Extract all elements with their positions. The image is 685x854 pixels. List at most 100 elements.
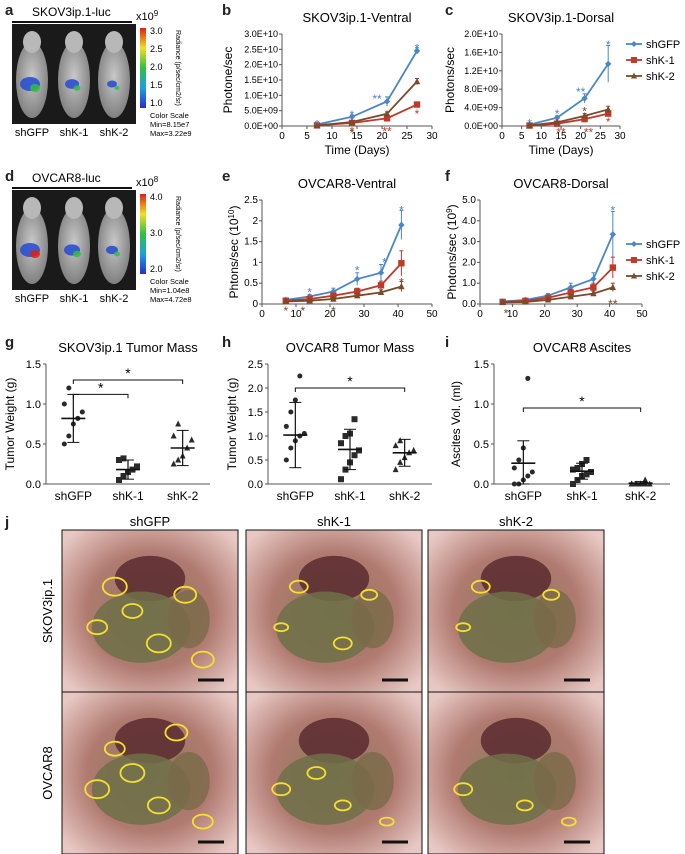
data-point <box>297 433 303 439</box>
tumor-outline <box>470 579 491 594</box>
colorbar-tick: 2.0 <box>150 62 163 72</box>
y-tick-label: 0.5 <box>26 439 41 451</box>
chart-e: OVCAR8-Ventral 0 0.5 1 1.5 2 2.5 0 10 20 30 40 50 Pht… <box>227 176 438 320</box>
radiance-label: Radiance (p/sec/cm2/sr) <box>174 30 181 106</box>
mouse-1 <box>16 197 48 284</box>
significance-asterisk: * <box>98 379 104 395</box>
tumor-outline <box>173 585 198 604</box>
luciferase-signal <box>107 80 117 88</box>
data-point <box>567 289 574 296</box>
y-axis-label: Photons/sec <box>443 47 457 113</box>
data-point <box>283 457 289 463</box>
y-axis-label: Phtons/sec (1010) <box>227 206 242 299</box>
tumor-outline <box>360 588 379 601</box>
data-point <box>631 57 637 63</box>
y-tick-label: 2 <box>252 216 258 227</box>
x-tick-label: 30 <box>572 309 584 320</box>
significance-asterisk: ** <box>382 125 392 139</box>
colorbar-tick: 2.5 <box>150 44 163 54</box>
y-tick-label: 3.0E+10 <box>244 29 278 39</box>
x-tick-label: 0 <box>477 309 483 320</box>
tumor-outline <box>145 633 172 654</box>
data-point <box>330 295 337 302</box>
series-shGFP <box>313 47 421 128</box>
significance-asterisk: ** <box>372 92 382 106</box>
column-label: shK-1 <box>317 514 351 529</box>
colorbar-tick: 3.0 <box>150 26 163 36</box>
data-point <box>351 452 358 459</box>
data-point <box>522 298 529 305</box>
data-point <box>338 476 344 483</box>
y-tick-label: 0.0 <box>26 479 41 491</box>
scale-exponent: x109 <box>136 9 159 24</box>
significance-asterisk: * <box>415 107 420 121</box>
data-point <box>553 118 561 126</box>
y-tick-label: 1.5E+10 <box>244 75 278 85</box>
series-line <box>285 262 403 302</box>
tumor-outline <box>84 779 111 800</box>
tumor-outline <box>306 766 327 780</box>
data-point <box>590 289 597 297</box>
y-tick-label: 1.0 <box>26 399 41 411</box>
x-tick-label: shK-1 <box>566 489 598 503</box>
y-tick-label: 2.5 <box>248 359 263 371</box>
tumor-outline <box>515 799 534 812</box>
data-point <box>581 115 588 123</box>
dissection-photo <box>61 529 239 693</box>
y-tick-label: 0.0 <box>462 299 476 310</box>
series-shK-2 <box>282 281 405 305</box>
chart-f: OVCAR8-Dorsal 0.0 1.0 2.0 3.0 4.0 5.0 0 10 20 30 40… <box>445 176 681 320</box>
y-tick-label: 8.0E+09 <box>464 84 498 94</box>
panel-letter-f: f <box>445 168 450 185</box>
series-line <box>502 233 614 303</box>
imaging-panels: SKOV3ip.1-luc x109 shGFP shK-1 shK-2 3.0 2.5 2.… <box>12 5 192 305</box>
significance-asterisk: * <box>307 286 312 300</box>
chart-c: SKOV3ip.1-Dorsal 0.0E+00 4.0E+09 8.0E+09 1.2… <box>443 10 680 157</box>
chart-g: SKOV3ip.1 Tumor Mass 0.0 0.5 1.0 1.5 Tumor We… <box>3 340 210 503</box>
mouse-label: shK-1 <box>60 293 89 305</box>
tumor-outline <box>121 603 144 619</box>
y-axis-label: Tumor Weight (g) <box>3 378 17 471</box>
group-shK-1 <box>338 416 362 483</box>
x-tick-label: 20 <box>575 131 587 142</box>
x-tick-label: shK-2 <box>167 489 199 503</box>
colorbar-tick: 3.0 <box>150 228 163 238</box>
significance-bracket <box>294 387 406 392</box>
x-tick-label: 0 <box>259 309 265 320</box>
data-point <box>590 275 597 283</box>
x-tick-label: 5 <box>519 131 525 142</box>
radiance-label: Radiance (p/sec/cm2/sr) <box>174 196 181 272</box>
data-point <box>574 477 581 483</box>
data-point <box>397 437 404 444</box>
colorbar <box>140 28 146 108</box>
significance-asterisk: * <box>331 304 336 318</box>
data-point <box>583 471 590 478</box>
data-point <box>590 284 597 291</box>
y-axis-label: Photons/sec (109) <box>445 204 460 299</box>
significance-asterisk: * <box>355 264 360 278</box>
tumor-outline <box>378 816 395 827</box>
significance-asterisk: * <box>283 304 288 318</box>
group-shK-2 <box>170 420 195 467</box>
data-point <box>570 466 576 473</box>
data-point <box>354 275 361 283</box>
y-tick-label: 1.2E+10 <box>464 66 498 76</box>
data-point <box>392 442 399 449</box>
data-point <box>529 469 535 475</box>
dissection-photo <box>245 691 423 854</box>
group-shGFP <box>283 373 308 469</box>
significance-asterisk: * <box>527 116 532 130</box>
x-tick-label: 10 <box>290 309 302 320</box>
data-point <box>570 481 576 487</box>
mouse-label: shK-2 <box>100 293 129 305</box>
significance-asterisk: * <box>606 115 611 129</box>
data-point <box>377 288 385 296</box>
y-tick-label: 0 <box>252 299 258 310</box>
y-tick-label: 1.0 <box>462 278 476 289</box>
mouse-1 <box>16 31 48 118</box>
data-point <box>120 455 127 462</box>
y-tick-label: 1.6E+10 <box>464 47 498 57</box>
chart-title: SKOV3ip.1-Dorsal <box>508 10 614 25</box>
group-shK-2 <box>628 476 653 487</box>
color-scale-text: Color Scale <box>150 277 189 286</box>
